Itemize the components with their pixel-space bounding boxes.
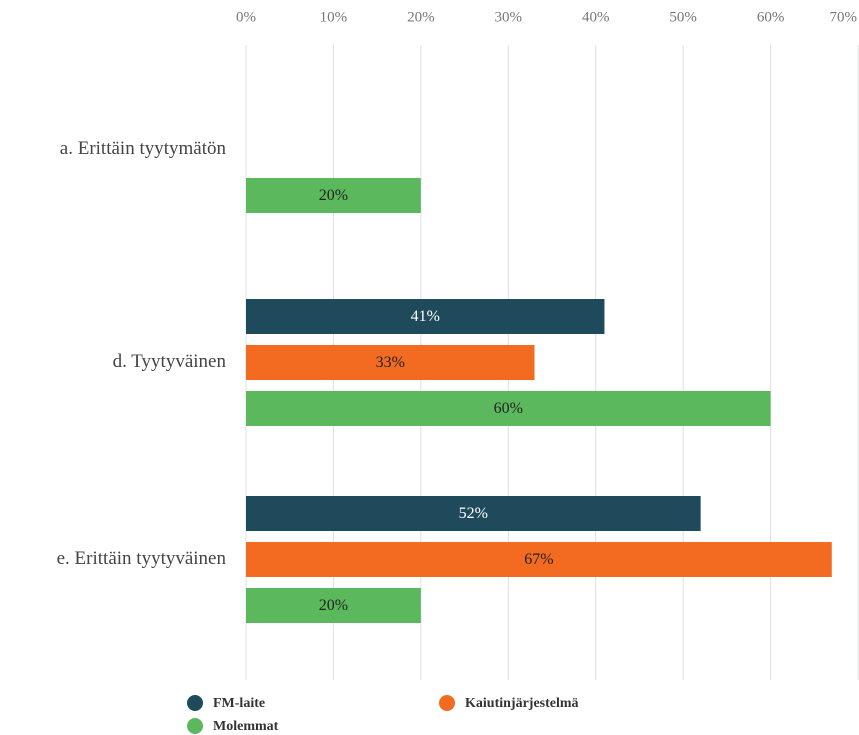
value-label: 52% xyxy=(459,505,488,522)
x-tick-label: 30% xyxy=(495,9,523,25)
value-label: 41% xyxy=(411,308,440,325)
bar xyxy=(246,178,421,213)
legend-label: Kaiutinjärjestelmä xyxy=(465,696,579,711)
x-tick-label: 50% xyxy=(669,9,697,25)
value-label: 67% xyxy=(524,551,553,568)
legend-label: Molemmat xyxy=(213,719,279,734)
bar xyxy=(246,391,771,426)
x-tick-label: 0% xyxy=(236,9,256,25)
x-tick-label: 60% xyxy=(757,9,785,25)
x-tick-label: 20% xyxy=(407,9,435,25)
x-tick-label: 70% xyxy=(830,9,858,25)
bar xyxy=(246,588,421,623)
category-label: e. Erittäin tyytyväinen xyxy=(57,548,227,569)
legend-label: FM-laite xyxy=(213,696,265,711)
category-label: d. Tyytyväinen xyxy=(113,351,227,372)
value-label: 20% xyxy=(319,187,348,204)
value-label: 20% xyxy=(319,597,348,614)
legend-swatch xyxy=(187,718,203,734)
bar xyxy=(246,299,605,334)
legend-swatch xyxy=(439,695,455,711)
x-tick-label: 10% xyxy=(320,9,348,25)
value-label: 33% xyxy=(376,354,405,371)
bar xyxy=(246,542,832,577)
category-label: a. Erittäin tyytymätön xyxy=(60,138,227,159)
x-tick-label: 40% xyxy=(582,9,610,25)
bar xyxy=(246,345,535,380)
legend-swatch xyxy=(187,695,203,711)
bar xyxy=(246,496,701,531)
value-label: 60% xyxy=(494,400,523,417)
